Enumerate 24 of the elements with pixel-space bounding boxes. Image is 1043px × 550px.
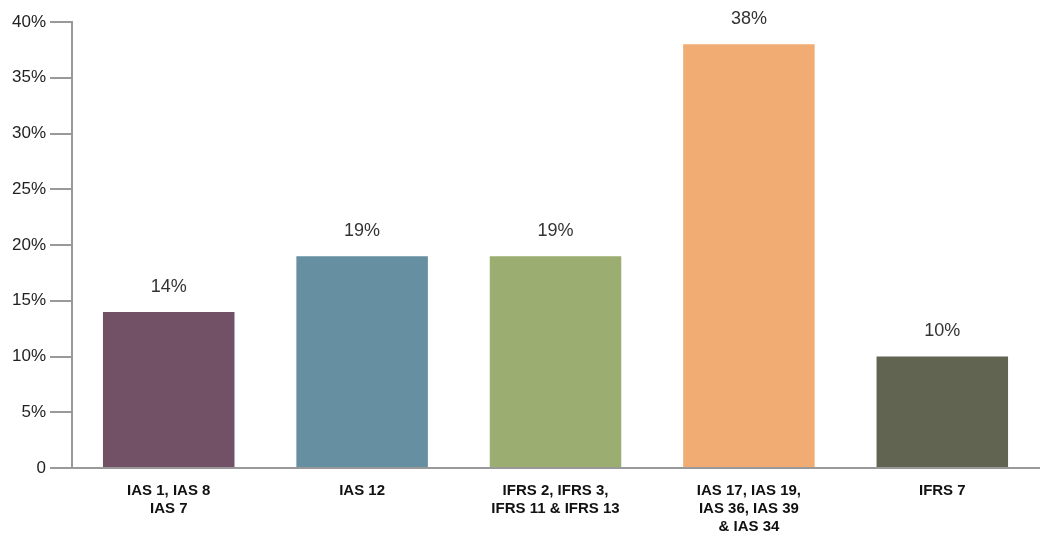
- y-tick-label: 10%: [11, 346, 47, 366]
- data-label: 14%: [150, 275, 187, 296]
- bar: [683, 44, 815, 467]
- bar: [489, 256, 622, 467]
- y-tick-label: 5%: [21, 401, 47, 421]
- data-label: 19%: [344, 220, 381, 241]
- x-tick-label: IAS 12: [339, 481, 386, 499]
- x-tick-label: IFRS 2, IFRS 3, IFRS 11 & IFRS 13: [491, 481, 620, 517]
- y-tick-label: 30%: [11, 123, 47, 143]
- data-label: 10%: [924, 320, 961, 341]
- y-tick-label: 15%: [11, 290, 47, 310]
- y-tick-label: 0: [36, 457, 47, 477]
- y-tick-label: 35%: [11, 67, 47, 87]
- data-label: 19%: [537, 220, 574, 241]
- bar: [876, 356, 1009, 467]
- x-tick-label: IAS 1, IAS 8 IAS 7: [127, 481, 211, 517]
- bar: [296, 256, 428, 467]
- y-tick-label: 20%: [11, 234, 47, 254]
- y-tick-label: 25%: [11, 178, 47, 198]
- x-tick-label: IFRS 7: [918, 481, 966, 499]
- data-label: 38%: [730, 8, 767, 29]
- y-tick-label: 40%: [11, 11, 47, 31]
- x-tick-label: IAS 17, IAS 19, IAS 36, IAS 39 & IAS 34: [696, 481, 802, 535]
- bar: [102, 311, 235, 467]
